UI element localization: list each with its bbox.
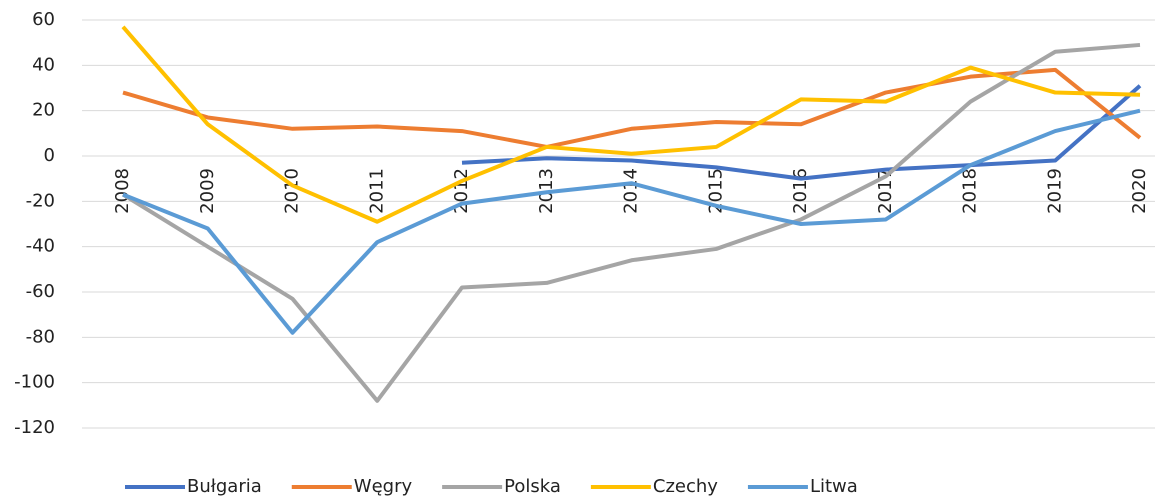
series-line [121, 42, 1141, 403]
y-tick-label: -20 [26, 190, 55, 211]
x-tick-label: 2008 [112, 168, 133, 214]
y-tick-label: 40 [32, 54, 55, 75]
legend-label: Litwa [810, 476, 858, 497]
x-tick-label: 2020 [1129, 168, 1150, 214]
series-line [122, 108, 1141, 335]
y-tick-label: -120 [14, 417, 55, 438]
x-tick-label: 2014 [621, 168, 642, 214]
y-tick-label: 60 [32, 9, 55, 30]
y-tick-label: -100 [14, 372, 55, 393]
series-line [122, 67, 1142, 149]
y-tick-label: -80 [26, 326, 55, 347]
x-tick-label: 2016 [790, 168, 811, 214]
legend-label: Węgry [354, 476, 413, 497]
y-tick-label: 20 [32, 100, 55, 121]
y-tick-label: -60 [26, 281, 55, 302]
legend-label: Polska [504, 476, 561, 497]
series-line [461, 84, 1142, 181]
x-tick-label: 2018 [960, 168, 981, 214]
y-tick-label: 0 [44, 145, 55, 166]
y-tick-label: -40 [26, 236, 55, 257]
x-tick-label: 2010 [282, 168, 303, 214]
x-tick-label: 2011 [366, 168, 387, 214]
legend-label: Bułgaria [187, 476, 262, 497]
x-tick-label: 2009 [197, 168, 218, 214]
x-tick-label: 2019 [1044, 168, 1065, 214]
series-line [121, 25, 1141, 224]
legend-label: Czechy [653, 476, 718, 497]
